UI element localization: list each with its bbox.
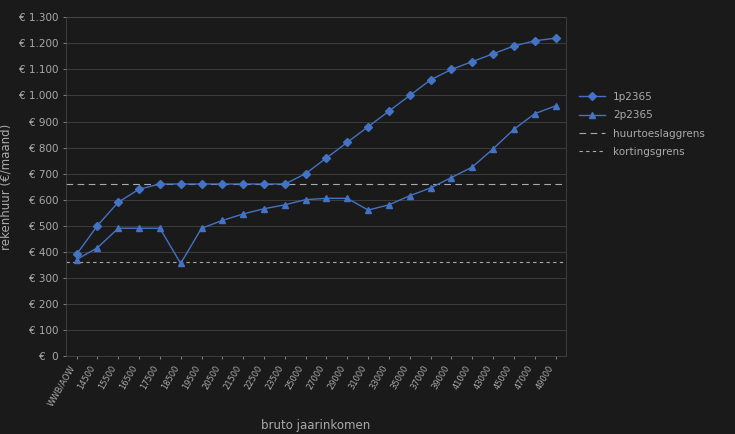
1p2365: [384, 108, 393, 114]
2p2365: [93, 245, 101, 250]
Y-axis label: rekenhuur (€/maand): rekenhuur (€/maand): [0, 124, 12, 250]
2p2365: [156, 226, 165, 231]
2p2365: [468, 164, 477, 170]
1p2365: [364, 124, 373, 129]
1p2365: [135, 187, 143, 192]
2p2365: [135, 226, 143, 231]
1p2365: [218, 181, 227, 187]
X-axis label: bruto jaarinkomen: bruto jaarinkomen: [262, 419, 370, 432]
1p2365: [468, 59, 477, 64]
2p2365: [364, 207, 373, 213]
2p2365: [551, 103, 560, 108]
1p2365: [176, 181, 185, 187]
2p2365: [259, 206, 268, 211]
1p2365: [259, 181, 268, 187]
2p2365: [343, 196, 351, 201]
2p2365: [531, 111, 539, 116]
2p2365: [280, 202, 289, 207]
Legend: 1p2365, 2p2365, huurtoeslaggrens, kortingsgrens: 1p2365, 2p2365, huurtoeslaggrens, kortin…: [578, 92, 705, 157]
kortingsgrens: [72, 260, 81, 265]
2p2365: [489, 146, 498, 151]
2p2365: [72, 257, 81, 262]
2p2365: [426, 185, 435, 191]
1p2365: [406, 93, 415, 98]
1p2365: [322, 155, 331, 161]
1p2365: [280, 181, 289, 187]
2p2365: [176, 261, 185, 266]
1p2365: [343, 140, 351, 145]
1p2365: [551, 36, 560, 41]
1p2365: [531, 38, 539, 43]
2p2365: [447, 175, 456, 180]
huurtoeslaggrens: [93, 181, 101, 187]
Line: 1p2365: 1p2365: [74, 36, 559, 257]
1p2365: [239, 181, 248, 187]
huurtoeslaggrens: [72, 181, 81, 187]
1p2365: [156, 181, 165, 187]
2p2365: [384, 202, 393, 207]
1p2365: [114, 200, 123, 205]
2p2365: [406, 193, 415, 198]
Line: 2p2365: 2p2365: [74, 103, 559, 266]
1p2365: [489, 51, 498, 56]
2p2365: [114, 226, 123, 231]
1p2365: [72, 252, 81, 257]
1p2365: [509, 43, 518, 49]
1p2365: [301, 171, 310, 176]
2p2365: [239, 211, 248, 217]
1p2365: [93, 223, 101, 228]
1p2365: [426, 77, 435, 82]
2p2365: [322, 196, 331, 201]
1p2365: [197, 181, 206, 187]
2p2365: [301, 197, 310, 202]
2p2365: [197, 226, 206, 231]
kortingsgrens: [93, 260, 101, 265]
1p2365: [447, 67, 456, 72]
2p2365: [509, 127, 518, 132]
2p2365: [218, 218, 227, 223]
